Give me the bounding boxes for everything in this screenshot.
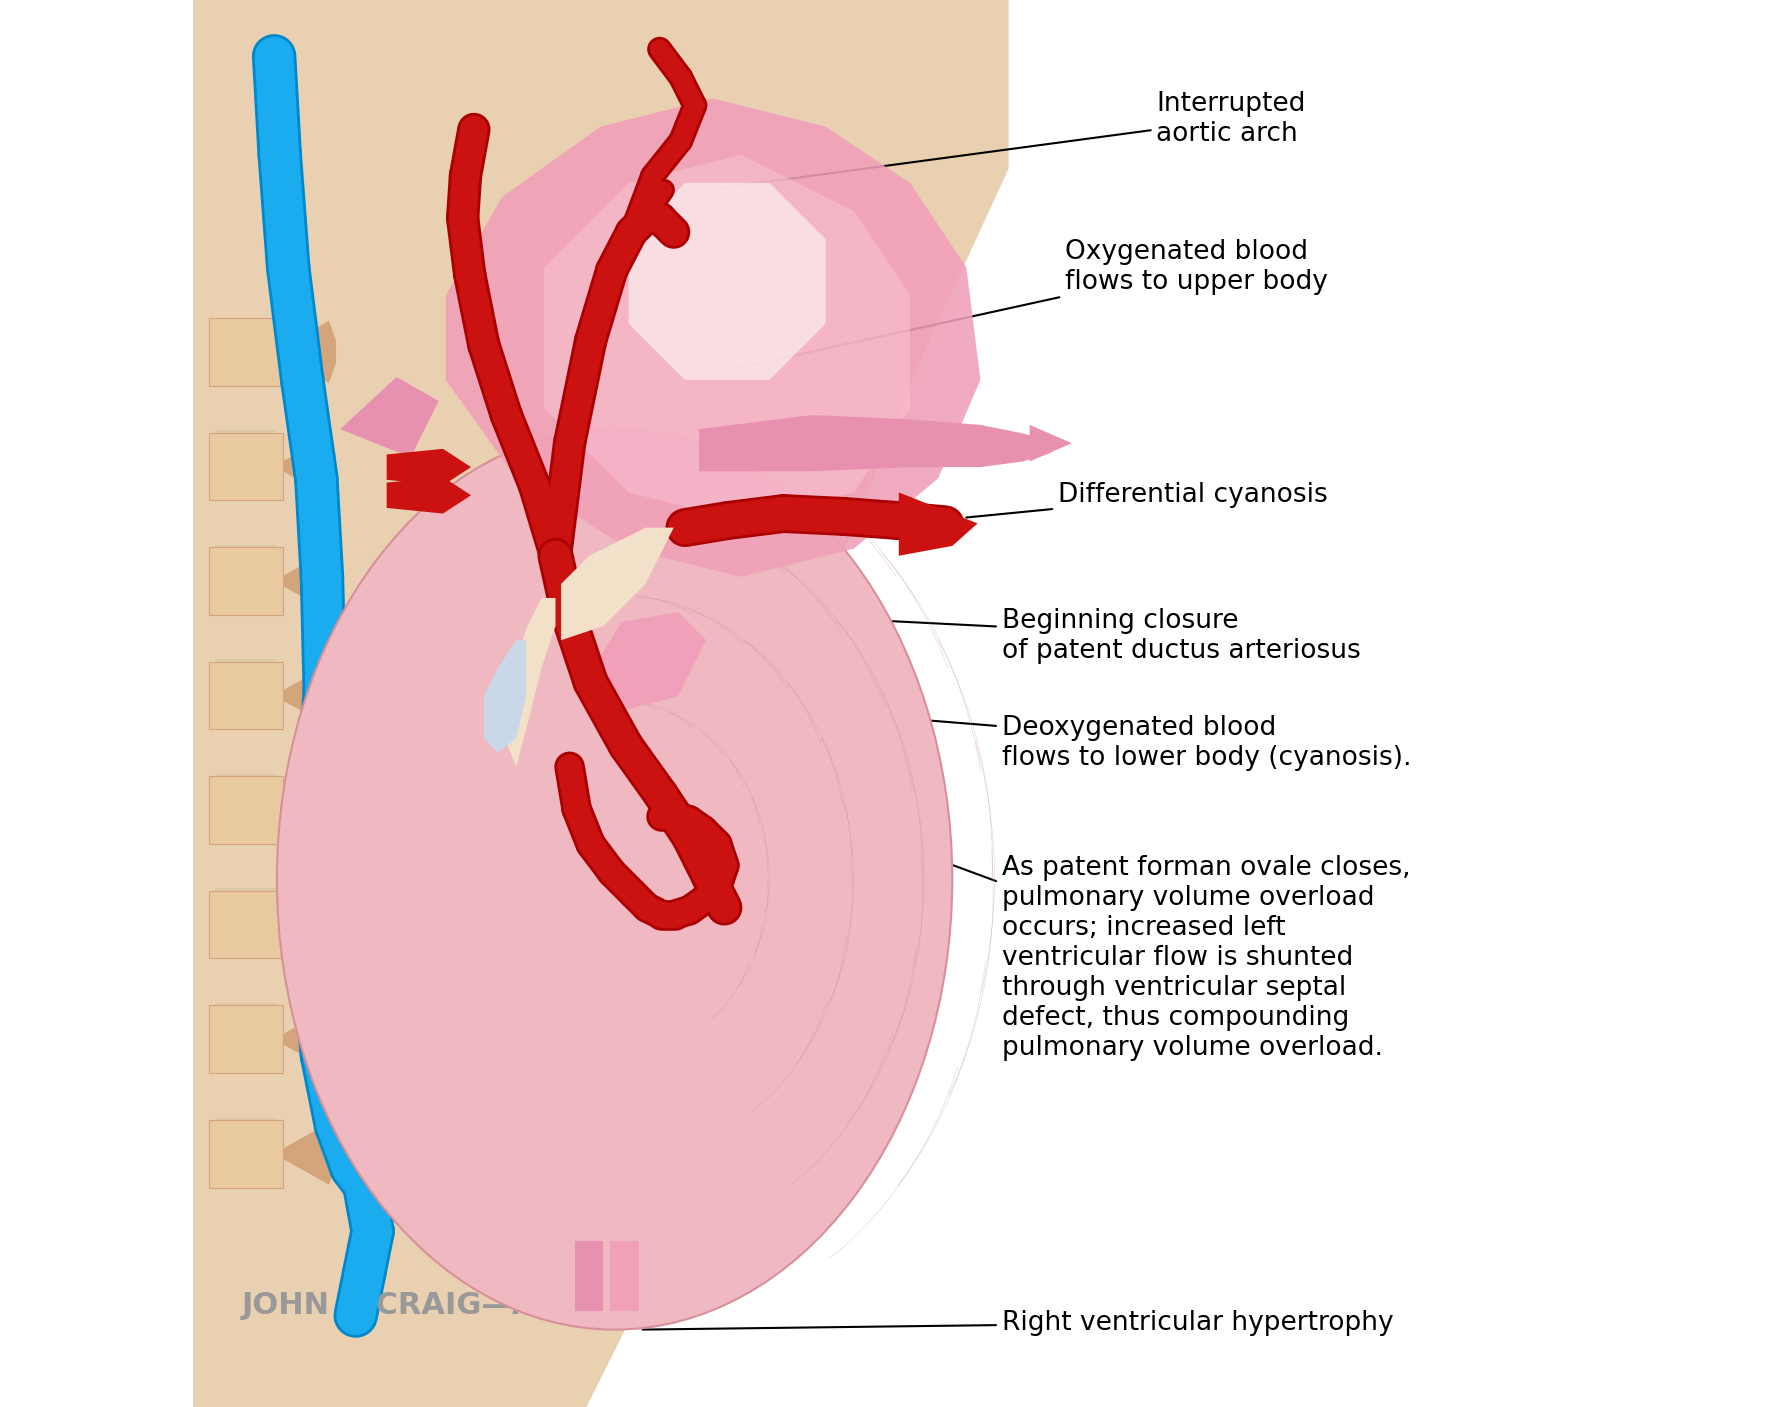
Text: Right ventricular hypertrophy: Right ventricular hypertrophy (643, 1310, 1392, 1335)
Polygon shape (215, 1003, 278, 1016)
Polygon shape (215, 660, 278, 673)
Polygon shape (192, 0, 1009, 1407)
Polygon shape (611, 1241, 638, 1311)
Polygon shape (210, 891, 283, 958)
Polygon shape (215, 1117, 278, 1130)
Text: Deoxygenated blood
flows to lower body (cyanosis).: Deoxygenated blood flows to lower body (… (754, 706, 1410, 771)
Text: JOHN A.CRAIG—AD: JOHN A.CRAIG—AD (242, 1292, 561, 1320)
Text: Oxygenated blood
flows to upper body: Oxygenated blood flows to upper body (737, 239, 1328, 369)
Polygon shape (283, 435, 337, 497)
Polygon shape (900, 492, 978, 556)
Polygon shape (629, 183, 826, 380)
Polygon shape (283, 321, 337, 383)
Polygon shape (210, 318, 283, 386)
Text: Beginning closure
of patent ductus arteriosus: Beginning closure of patent ductus arter… (797, 608, 1360, 664)
Polygon shape (545, 155, 910, 521)
Polygon shape (283, 550, 337, 612)
Polygon shape (210, 432, 283, 499)
Polygon shape (283, 664, 337, 726)
Text: As patent forman ovale closes,
pulmonary volume overload
occurs; increased left
: As patent forman ovale closes, pulmonary… (728, 782, 1410, 1061)
Polygon shape (283, 779, 337, 841)
Polygon shape (210, 661, 283, 729)
Ellipse shape (278, 429, 952, 1330)
Polygon shape (210, 1006, 283, 1074)
Polygon shape (215, 431, 278, 443)
Polygon shape (387, 449, 471, 485)
Polygon shape (283, 1009, 337, 1071)
Polygon shape (484, 640, 527, 753)
Text: Interrupted
aortic arch: Interrupted aortic arch (710, 91, 1306, 190)
Polygon shape (210, 777, 283, 844)
Text: Differential cyanosis: Differential cyanosis (966, 483, 1328, 518)
Polygon shape (340, 377, 439, 457)
Polygon shape (283, 1123, 337, 1185)
Polygon shape (1030, 425, 1072, 461)
Polygon shape (699, 415, 1050, 471)
Polygon shape (387, 477, 471, 514)
Polygon shape (210, 547, 283, 615)
Polygon shape (210, 1120, 283, 1188)
Polygon shape (500, 598, 556, 767)
Polygon shape (215, 888, 278, 900)
Polygon shape (215, 545, 278, 557)
Polygon shape (575, 1241, 604, 1311)
Polygon shape (446, 98, 980, 577)
Polygon shape (283, 893, 337, 955)
Polygon shape (561, 528, 674, 640)
Polygon shape (215, 774, 278, 787)
Polygon shape (593, 612, 706, 711)
